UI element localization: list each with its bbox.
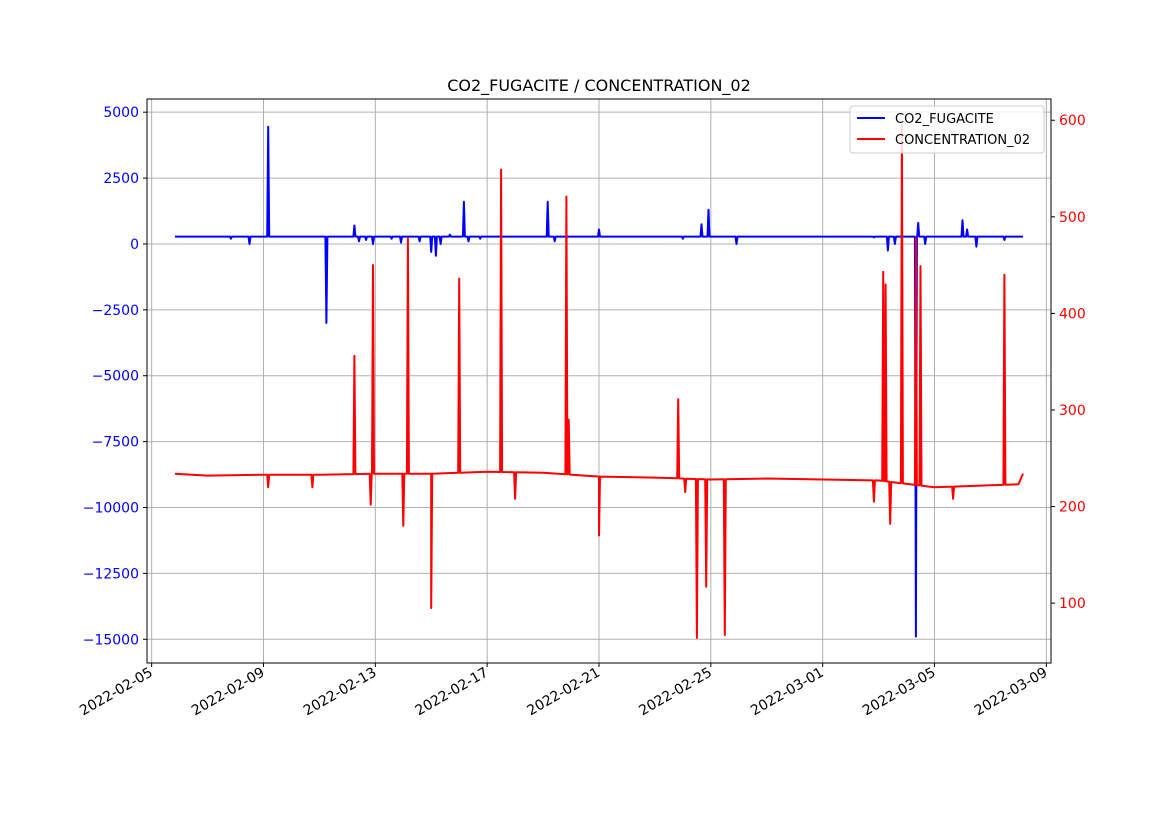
- x-tick-label: 2022-02-21: [525, 665, 603, 720]
- x-tick-label: 2022-03-05: [860, 665, 938, 720]
- legend-frame: [849, 105, 1045, 154]
- y-left-tick-label: −7500: [92, 435, 139, 451]
- y-left-tick-label: −2500: [92, 303, 139, 319]
- x-tick-label: 2022-02-17: [413, 665, 491, 720]
- x-tick-label: 2022-02-09: [189, 665, 267, 720]
- x-tick-label: 2022-02-05: [77, 665, 155, 720]
- x-tick-label: 2022-02-13: [301, 665, 379, 720]
- y-left-tick-label: −10000: [83, 501, 139, 517]
- x-tick-label: 2022-03-01: [748, 665, 826, 720]
- y-left-tick-label: −5000: [92, 369, 139, 385]
- x-tick-label: 2022-02-25: [636, 665, 714, 720]
- y-left-tick-label: 0: [130, 237, 139, 253]
- y-right-tick-label: 400: [1059, 306, 1086, 322]
- chart-title: CO2_FUGACITE / CONCENTRATION_02: [447, 76, 751, 96]
- series-line-co2-fugacite: [175, 125, 1023, 638]
- legend: CO2_FUGACITE CONCENTRATION_02: [849, 105, 1045, 154]
- y-left-tick-label: −12500: [83, 566, 139, 582]
- series-line-concentration-02: [174, 124, 1024, 639]
- y-right-tick-label: 600: [1059, 113, 1086, 129]
- y-left-tick-label: 5000: [103, 105, 139, 121]
- y-right-tick-label: 500: [1059, 210, 1086, 226]
- y-left-tick-label: −15000: [83, 632, 139, 648]
- series-layer: [174, 124, 1024, 639]
- y-left-tick-label: 2500: [103, 171, 139, 187]
- y-right-tick-label: 200: [1059, 500, 1086, 516]
- y-right-tick-label: 300: [1059, 403, 1086, 419]
- legend-label-concentration-02: CONCENTRATION_02: [895, 133, 1030, 148]
- legend-label-co2-fugacite: CO2_FUGACITE: [895, 112, 994, 127]
- y-right-tick-label: 100: [1059, 596, 1086, 612]
- x-tick-label: 2022-03-09: [972, 665, 1050, 720]
